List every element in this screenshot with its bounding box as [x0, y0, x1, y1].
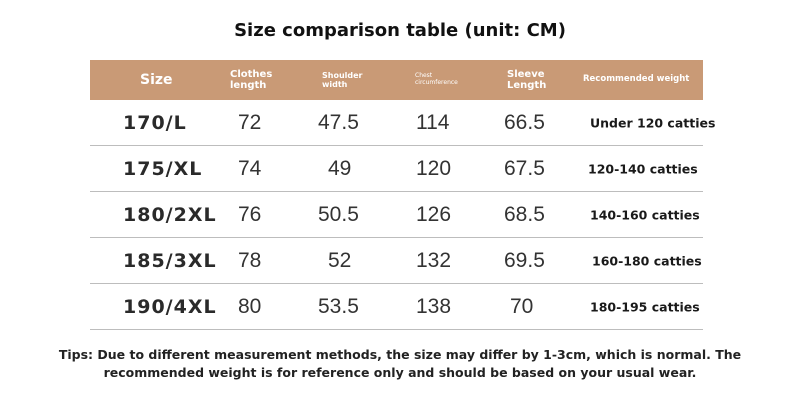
table-row: 175/XL 74 49 120 67.5 120-140 catties [90, 146, 703, 192]
cell-shoulder-width: 52 [328, 248, 352, 272]
cell-shoulder-width: 50.5 [318, 202, 359, 226]
cell-chest: 126 [416, 202, 452, 226]
cell-recommended-weight: 140-160 catties [590, 207, 700, 222]
header-clothes-length: Clothes length [230, 68, 273, 92]
cell-sleeve-length: 67.5 [504, 156, 545, 180]
cell-sleeve-length: 66.5 [504, 110, 545, 134]
size-table: Size Clothes length Shoulder width Chest… [90, 60, 715, 330]
cell-clothes-length: 72 [238, 110, 262, 134]
table-row: 185/3XL 78 52 132 69.5 160-180 catties [90, 238, 703, 284]
table-row: 190/4XL 80 53.5 138 70 180-195 catties [90, 284, 703, 330]
header-recommended-weight: Recommended weight [583, 74, 690, 85]
header-shoulder-width: Shoulder width [322, 70, 363, 89]
table-row: 170/L 72 47.5 114 66.5 Under 120 catties [90, 100, 715, 146]
cell-recommended-weight: 160-180 catties [592, 253, 702, 268]
cell-clothes-length: 80 [238, 294, 262, 318]
cell-size: 190/4XL [123, 295, 217, 318]
cell-shoulder-width: 47.5 [318, 110, 359, 134]
cell-recommended-weight: 120-140 catties [588, 161, 698, 176]
cell-clothes-length: 76 [238, 202, 262, 226]
cell-chest: 138 [416, 294, 452, 318]
table-row: 180/2XL 76 50.5 126 68.5 140-160 catties [90, 192, 703, 238]
cell-sleeve-length: 69.5 [504, 248, 545, 272]
cell-chest: 120 [416, 156, 452, 180]
cell-recommended-weight: 180-195 catties [590, 299, 700, 314]
cell-size: 170/L [123, 111, 187, 134]
tips-note: Tips: Due to different measurement metho… [58, 347, 742, 380]
header-sleeve-length: Sleeve Length [507, 68, 547, 92]
cell-sleeve-length: 70 [510, 294, 534, 318]
cell-shoulder-width: 53.5 [318, 294, 359, 318]
header-size: Size [140, 71, 173, 88]
cell-chest: 132 [416, 248, 452, 272]
cell-recommended-weight: Under 120 catties [590, 115, 716, 130]
table-header: Size Clothes length Shoulder width Chest… [90, 60, 703, 100]
cell-size: 185/3XL [123, 249, 217, 272]
cell-sleeve-length: 68.5 [504, 202, 545, 226]
cell-chest: 114 [416, 110, 450, 134]
cell-clothes-length: 78 [238, 248, 262, 272]
cell-clothes-length: 74 [238, 156, 262, 180]
header-chest-circumference: Chest circumference [415, 72, 458, 86]
cell-size: 175/XL [123, 157, 203, 180]
cell-size: 180/2XL [123, 203, 217, 226]
cell-shoulder-width: 49 [328, 156, 352, 180]
page-title: Size comparison table (unit: CM) [234, 20, 566, 41]
